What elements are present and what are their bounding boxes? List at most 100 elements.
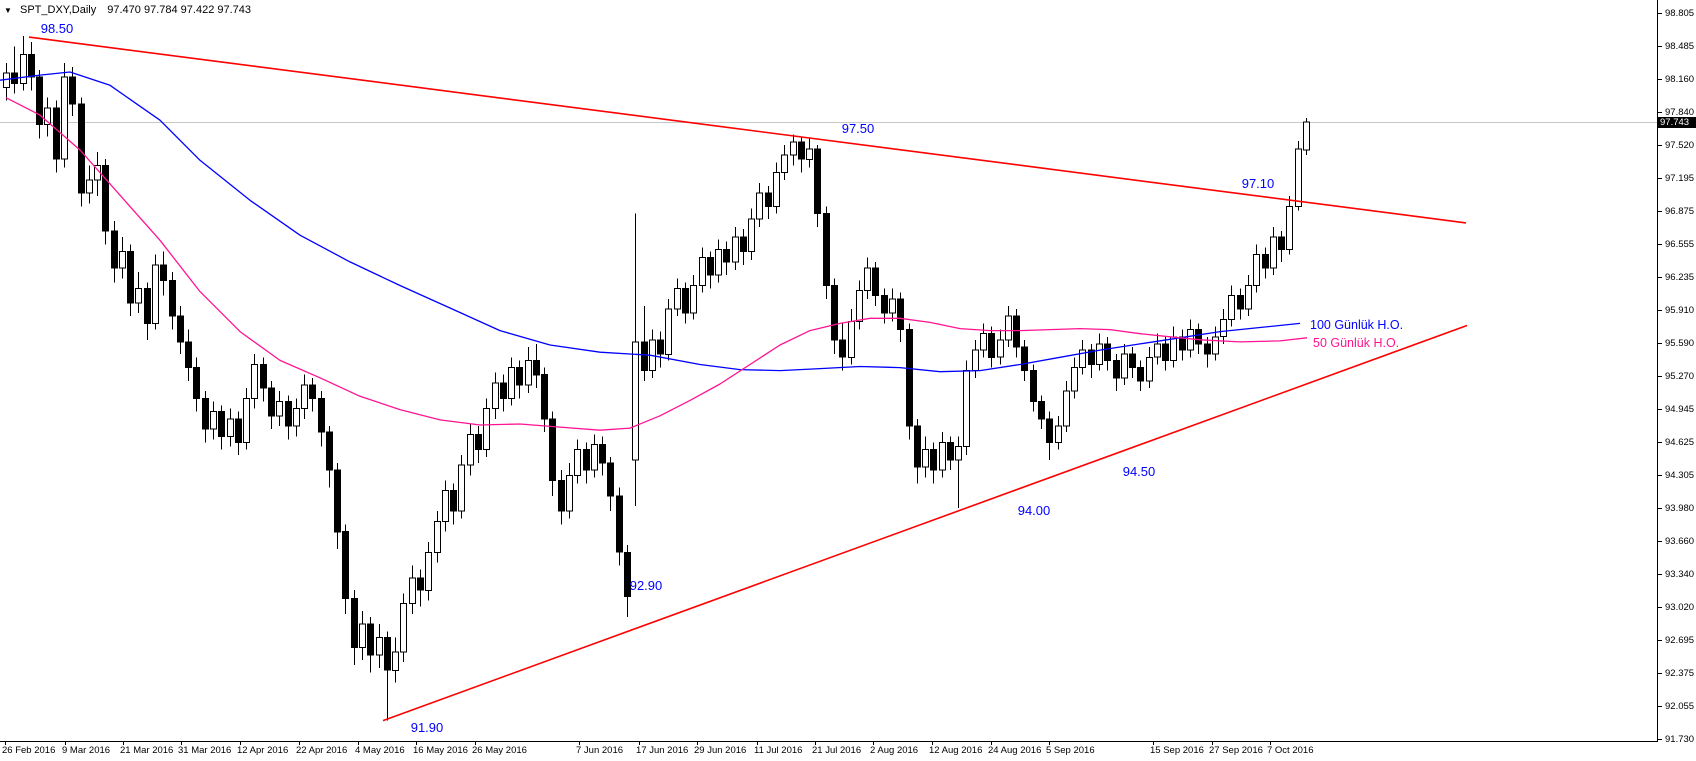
- bullish-candle-body: [1154, 343, 1161, 358]
- bullish-candle-body: [135, 288, 142, 304]
- date-axis-label: 5 Sep 2016: [1046, 745, 1095, 756]
- bearish-candle-body: [268, 387, 275, 417]
- bullish-candle-body: [508, 367, 515, 399]
- bearish-candle-body: [641, 341, 648, 372]
- price-axis-label: 97.840: [1665, 106, 1695, 118]
- bearish-candle-body: [1030, 370, 1037, 402]
- symbol-timeframe-label: SPT_DXY,Daily: [19, 4, 97, 17]
- bearish-candle-body: [1129, 353, 1136, 369]
- bullish-candle-body: [699, 257, 706, 286]
- bullish-candle-body: [864, 267, 871, 292]
- bullish-candle-body: [781, 154, 788, 174]
- date-axis-label: 2 Aug 2016: [870, 745, 919, 756]
- level-annotation: 91.90: [410, 720, 444, 735]
- bearish-candle-body: [1204, 343, 1211, 355]
- bearish-candle-body: [558, 479, 565, 512]
- bullish-candle-body: [467, 433, 474, 466]
- bearish-candle-body: [475, 433, 482, 451]
- bearish-candle-body: [516, 367, 523, 386]
- bearish-candle-body: [616, 495, 623, 553]
- price-axis-label: 96.875: [1665, 205, 1695, 217]
- bullish-candle-body: [210, 411, 217, 430]
- bullish-candle-body: [997, 339, 1004, 358]
- bullish-candle-body: [939, 442, 946, 471]
- bearish-candle-body: [326, 431, 333, 471]
- price-axis-label: 94.945: [1665, 403, 1695, 415]
- bullish-candle-body: [732, 236, 739, 263]
- bearish-candle-body: [218, 411, 225, 437]
- price-axis-label: 94.625: [1665, 436, 1695, 448]
- price-axis-label: 93.020: [1665, 601, 1695, 613]
- bearish-candle-body: [334, 469, 341, 533]
- bullish-candle-body: [790, 141, 797, 156]
- trendline-ascending-support: [382, 324, 1468, 722]
- bearish-candle-body: [111, 230, 118, 269]
- bullish-candle-body: [20, 54, 27, 84]
- bullish-candle-body: [119, 251, 126, 269]
- bullish-candle-body: [922, 449, 929, 468]
- bullish-candle-body: [44, 107, 51, 125]
- trendline-descending-resistance: [28, 36, 1467, 224]
- bullish-candle-body: [591, 444, 598, 471]
- bullish-candle-body: [806, 148, 813, 160]
- bearish-candle-body: [657, 339, 664, 355]
- bearish-candle-body: [144, 288, 151, 324]
- level-annotation: 92.90: [629, 578, 663, 593]
- bullish-candle-body: [889, 298, 896, 314]
- bearish-candle-body: [897, 298, 904, 331]
- bullish-candle-body: [674, 288, 681, 310]
- price-axis-label: 97.195: [1665, 172, 1695, 184]
- ohlc-values-label: 97.470 97.784 97.422 97.743: [107, 4, 252, 17]
- bearish-candle-body: [102, 164, 109, 232]
- level-annotation: 98.50: [40, 21, 74, 36]
- price-axis-label: 97.520: [1665, 139, 1695, 151]
- bearish-candle-body: [930, 449, 937, 471]
- ma100-line: [0, 71, 1301, 373]
- price-axis-label: 93.980: [1665, 502, 1695, 514]
- bearish-candle-body: [169, 279, 176, 317]
- bearish-candle-body: [1237, 295, 1244, 310]
- current-price-badge: 97.743: [1657, 117, 1696, 128]
- ma-legend-label: 50 Günlük H.O.: [1313, 336, 1400, 350]
- ohlc-dropdown-icon[interactable]: ▼: [4, 5, 12, 15]
- date-axis-label: 15 Sep 2016: [1150, 745, 1204, 756]
- bearish-candle-body: [1162, 343, 1169, 361]
- price-axis-label: 96.555: [1665, 238, 1695, 250]
- price-axis-label: 92.055: [1665, 700, 1695, 712]
- bullish-candle-body: [409, 577, 416, 605]
- bearish-candle-body: [28, 54, 35, 78]
- price-axis-label: 95.270: [1665, 370, 1695, 382]
- bullish-candle-body: [848, 320, 855, 358]
- bullish-candle-body: [566, 474, 573, 512]
- bearish-candle-body: [351, 597, 358, 649]
- bearish-candle-body: [1088, 349, 1095, 366]
- bullish-candle-body: [1253, 254, 1260, 286]
- bearish-candle-body: [193, 367, 200, 399]
- bullish-candle-body: [632, 341, 639, 461]
- bullish-candle-body: [856, 290, 863, 322]
- bullish-candle-body: [574, 449, 581, 476]
- bullish-candle-body: [1270, 236, 1277, 269]
- ma-legend-label: 100 Günlük H.O.: [1310, 318, 1404, 332]
- date-axis-label: 17 Jun 2016: [636, 745, 689, 756]
- date-axis-label: 26 Feb 2016: [2, 745, 56, 756]
- bullish-candle-body: [425, 551, 432, 591]
- bullish-candle-body: [251, 364, 258, 399]
- bullish-candle-body: [376, 636, 383, 656]
- bearish-candle-body: [1137, 367, 1144, 382]
- bearish-candle-body: [1278, 236, 1285, 250]
- date-axis-label: 26 May 2016: [472, 745, 527, 756]
- bullish-candle-body: [400, 603, 407, 653]
- bullish-candle-body: [1146, 356, 1153, 382]
- bearish-candle-body: [417, 577, 424, 591]
- bearish-candle-body: [823, 213, 830, 286]
- level-annotation: 94.00: [1017, 503, 1051, 518]
- bullish-candle-body: [690, 285, 697, 314]
- level-annotation: 97.10: [1241, 176, 1275, 191]
- bullish-candle-body: [243, 397, 250, 443]
- ma50-line: [5, 97, 1308, 431]
- date-axis-label: 31 Mar 2016: [178, 745, 232, 756]
- bearish-candle-body: [914, 425, 921, 468]
